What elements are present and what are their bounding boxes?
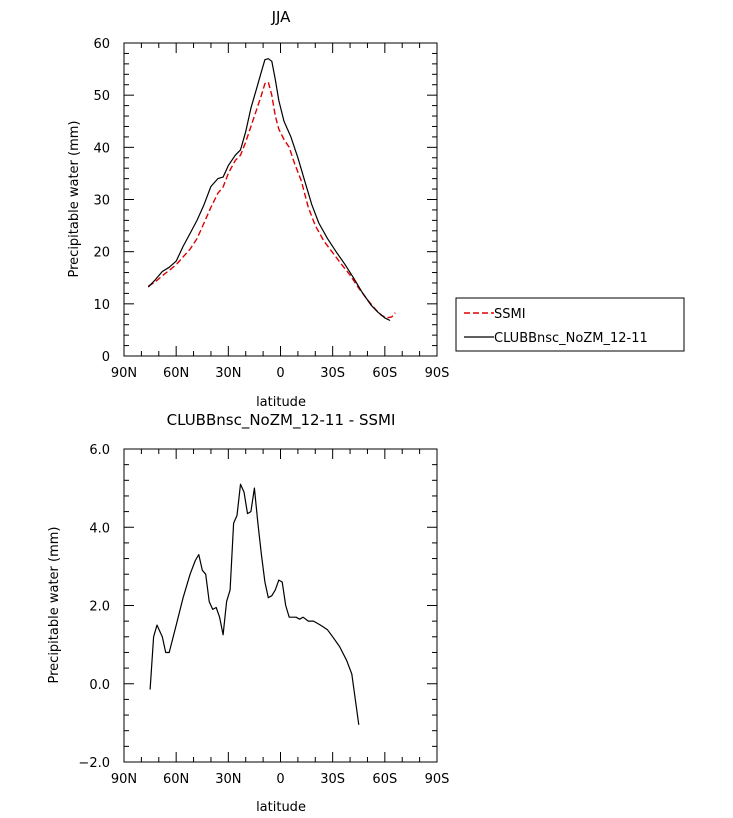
x-tick-label-bottom: 60S bbox=[372, 772, 397, 787]
legend: SSMI CLUBBnsc_NoZM_12-11 bbox=[455, 297, 685, 352]
x-tick-label-top: 60N bbox=[163, 366, 189, 381]
legend-label-clubb: CLUBBnsc_NoZM_12-11 bbox=[494, 331, 648, 346]
y-tick-label-top: 60 bbox=[93, 37, 110, 52]
x-tick-label-top: 30S bbox=[320, 366, 345, 381]
y-tick-label-bottom: 4.0 bbox=[89, 521, 110, 536]
x-axis-label-top: latitude bbox=[256, 395, 306, 410]
legend-box bbox=[455, 297, 685, 352]
x-tick-label-top: 90S bbox=[425, 366, 450, 381]
series-lines-top bbox=[147, 58, 396, 322]
y-axis-label-top: Precipitable water (mm) bbox=[67, 121, 82, 278]
series-line-top-clubbnsc-nozm-12-11 bbox=[147, 58, 391, 322]
x-tick-label-bottom: 30N bbox=[215, 772, 241, 787]
x-tick-label-bottom: 60N bbox=[163, 772, 189, 787]
x-tick-label-top: 90N bbox=[111, 366, 137, 381]
chart-title-top: JJA bbox=[271, 8, 292, 26]
y-axis-label-bottom: Precipitable water (mm) bbox=[47, 527, 62, 684]
y-tick-label-top: 30 bbox=[93, 194, 110, 209]
panel-top-jja: JJA 90N 60N 30N 0 30S 60S 90S 0 10 20 30 40 50 60 lat… bbox=[67, 8, 685, 410]
legend-label-ssmi: SSMI bbox=[494, 307, 526, 322]
y-tick-label-bottom: 0.0 bbox=[89, 678, 110, 693]
x-tick-label-bottom: 90S bbox=[425, 772, 450, 787]
y-tick-label-top: 20 bbox=[93, 246, 110, 261]
y-tick-label-top: 50 bbox=[93, 89, 110, 104]
axis-ticks-bottom: 90N 60N 30N 0 30S 60S 90S −2.0 0.0 2.0 4.0 6.0 bbox=[78, 443, 449, 787]
x-axis-label-bottom: latitude bbox=[256, 800, 306, 815]
x-tick-label-bottom: 0 bbox=[276, 772, 284, 787]
y-tick-label-top: 10 bbox=[93, 298, 110, 313]
plot-frame-bottom bbox=[123, 448, 438, 763]
axis-ticks-top: 90N 60N 30N 0 30S 60S 90S 0 10 20 30 40 50 60 bbox=[93, 37, 449, 381]
plot-frame-top bbox=[123, 42, 438, 357]
x-tick-label-bottom: 90N bbox=[111, 772, 137, 787]
series-line-top-ssmi bbox=[147, 81, 396, 319]
series-line-bottom-0 bbox=[149, 483, 360, 725]
y-tick-label-bottom: 6.0 bbox=[89, 443, 110, 458]
y-tick-label-top: 0 bbox=[102, 350, 110, 365]
x-tick-label-top: 0 bbox=[276, 366, 284, 381]
x-tick-label-bottom: 30S bbox=[320, 772, 345, 787]
x-tick-label-top: 60S bbox=[372, 366, 397, 381]
series-lines-bottom bbox=[149, 483, 360, 725]
x-tick-label-top: 30N bbox=[215, 366, 241, 381]
y-tick-label-top: 40 bbox=[93, 141, 110, 156]
y-tick-label-bottom: 2.0 bbox=[89, 600, 110, 615]
y-tick-label-bottom: −2.0 bbox=[78, 756, 110, 771]
chart-title-bottom: CLUBBnsc_NoZM_12-11 - SSMI bbox=[167, 411, 396, 430]
panel-bottom-difference: CLUBBnsc_NoZM_12-11 - SSMI 90N 60N 30N 0 30S… bbox=[47, 411, 449, 815]
